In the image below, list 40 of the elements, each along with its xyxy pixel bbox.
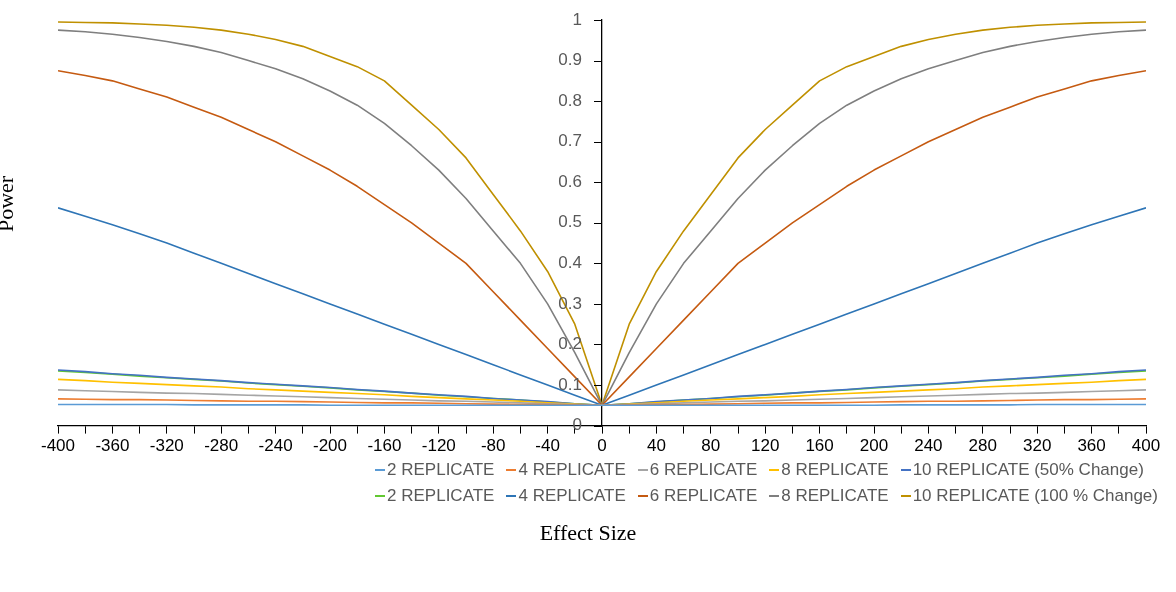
y-tick-label: 0.4 [558,253,583,273]
x-tick-label: -320 [149,436,184,456]
x-tick-label: 400 [1131,436,1161,456]
y-tick-label: 0.6 [558,171,583,191]
x-tick-label: 160 [805,436,834,456]
legend-label: 10 REPLICATE (50% Change) [912,460,1144,480]
y-tick-label: 0.7 [558,131,583,151]
x-tick-label: 320 [1023,436,1052,456]
legend-label: 8 REPLICATE [781,486,889,506]
x-tick-label: -40 [535,436,560,456]
x-tick-label: 240 [914,436,943,456]
x-tick-label: 80 [701,436,721,456]
x-tick-label: -240 [258,436,293,456]
y-tick-label: 0.9 [558,50,583,70]
y-tick-label: 0.8 [558,90,583,110]
x-tick-label: 40 [646,436,666,456]
x-tick-label: -120 [421,436,456,456]
legend-label: 6 REPLICATE [649,486,758,506]
y-tick-label: 0.1 [558,374,583,394]
x-tick-label: -160 [367,436,402,456]
x-tick-label: -400 [41,436,76,456]
x-tick-label: 200 [859,436,889,456]
legend-label: 4 REPLICATE [518,486,626,506]
legend-label: 2 REPLICATE [387,460,495,480]
x-axis-title: Effect Size [538,520,638,546]
x-tick-label: 360 [1077,436,1106,456]
y-tick-label: 0.5 [558,212,583,232]
legend-label: 10 REPLICATE (100 % Change) [912,486,1158,506]
x-tick-label: -200 [312,436,348,456]
x-tick-label: -80 [480,436,506,456]
legend-label: 2 REPLICATE [387,486,495,506]
x-tick-label: 280 [968,436,997,456]
x-tick-label: 0 [597,436,607,456]
legend-label: 6 REPLICATE [649,460,758,480]
y-tick-label: 1 [572,9,583,29]
x-tick-label: -280 [204,436,239,456]
legend-label: 8 REPLICATE [781,460,889,480]
x-tick-label: 120 [751,436,780,456]
legend-label: 4 REPLICATE [518,460,626,480]
x-tick-label: -360 [95,436,130,456]
